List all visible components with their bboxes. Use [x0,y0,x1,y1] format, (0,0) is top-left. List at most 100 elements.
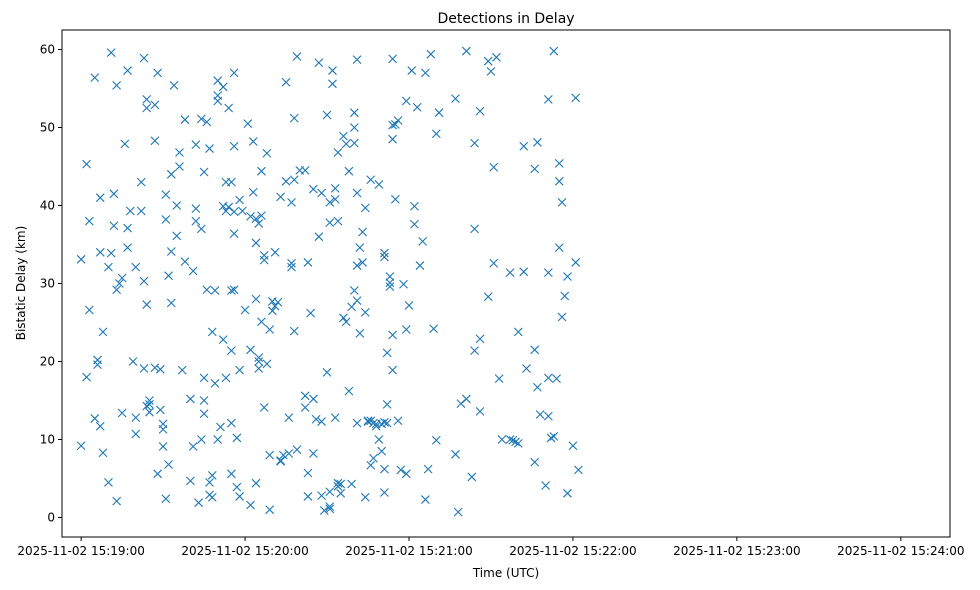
data-point-marker [125,206,135,216]
data-point-marker [333,216,343,226]
data-point-marker [186,476,195,486]
data-point-marker [554,158,564,168]
data-point-marker [131,262,141,272]
data-point-marker [388,134,397,144]
data-point-marker [431,129,441,139]
data-point-marker [218,335,228,345]
data-point-marker [300,166,310,175]
data-point-marker [311,414,321,424]
data-point-marker [325,218,335,228]
data-point-marker [257,211,266,221]
data-point-marker [232,433,242,443]
data-point-marker [194,498,204,508]
data-point-marker [530,457,540,467]
data-point-marker [382,400,392,409]
data-point-marker [475,407,485,416]
data-point-marker [571,93,581,103]
data-point-marker [169,80,179,90]
data-point-marker [254,353,264,362]
data-point-marker [207,327,217,337]
data-point-marker [388,365,397,375]
data-point-marker [161,215,171,224]
data-point-marker [289,326,299,336]
data-point-marker [276,192,285,202]
data-point-marker [210,286,220,295]
x-tick-label: 2025-11-02 15:21:00 [345,544,472,558]
data-point-marker [380,464,389,474]
data-point-marker [155,405,165,415]
data-point-marker [196,435,206,444]
data-point-marker [467,472,477,482]
data-point-marker [98,448,108,458]
data-point-marker [131,429,141,439]
data-point-marker [172,231,182,241]
data-point-marker [393,116,403,125]
data-point-marker [136,177,146,187]
data-point-marker [325,504,335,514]
data-point-marker [358,227,367,237]
data-point-marker [161,190,171,199]
data-point-marker [470,224,479,234]
data-point-marker [568,441,578,451]
data-point-marker [188,442,198,451]
data-point-marker [196,114,206,124]
data-point-marker [385,278,395,288]
data-point-marker [229,141,239,151]
data-point-marker [492,52,501,62]
data-point-marker [421,68,430,78]
data-point-marker [95,421,105,431]
data-point-marker [505,268,515,277]
data-point-marker [104,478,113,487]
data-point-marker [158,442,168,451]
data-point-marker [292,52,302,61]
data-point-marker [177,365,187,375]
data-point-marker [407,66,417,75]
data-point-marker [385,282,395,292]
data-point-marker [300,403,310,412]
data-point-marker [224,202,234,212]
data-point-marker [328,79,337,89]
data-point-marker [90,73,100,82]
y-tick-label: 40 [40,199,55,213]
data-point-marker [142,95,152,104]
data-point-marker [123,66,132,75]
data-point-marker [164,460,173,469]
data-point-marker [95,193,105,203]
data-point-marker [84,216,94,226]
y-axis: 0 10 20 30 40 50 60 [40,43,62,525]
data-point-marker [259,251,269,260]
data-point-marker [552,374,561,384]
data-point-marker [229,285,239,295]
data-point-marker [421,495,430,504]
data-point-marker [344,166,354,176]
data-point-marker [535,410,545,419]
data-point-marker [451,94,460,104]
data-point-marker [221,206,231,216]
data-point-marker [254,364,264,373]
data-point-marker [243,119,253,128]
data-point-marker [380,252,389,262]
data-point-marker [456,399,466,409]
data-point-marker [259,255,269,265]
data-point-marker [123,243,132,253]
data-point-marker [284,413,294,423]
data-point-marker [401,325,411,334]
data-point-marker [303,492,313,501]
data-point-marker [371,421,381,431]
data-point-marker [180,115,190,125]
data-point-marker [415,261,425,270]
data-point-marker [483,56,493,66]
data-point-marker [251,214,261,224]
data-point-marker [213,91,223,100]
data-point-marker [281,176,291,186]
data-point-marker [418,236,428,246]
data-point-marker [308,184,318,194]
data-point-marker [276,456,285,466]
x-axis: 2025-11-02 15:19:00 2025-11-02 15:20:00 20… [17,537,965,558]
data-point-marker [390,119,400,129]
data-point-marker [511,437,520,447]
data-point-marker [349,123,359,132]
data-point-marker [166,169,176,179]
data-point-marker [112,496,122,506]
data-point-marker [202,117,212,127]
